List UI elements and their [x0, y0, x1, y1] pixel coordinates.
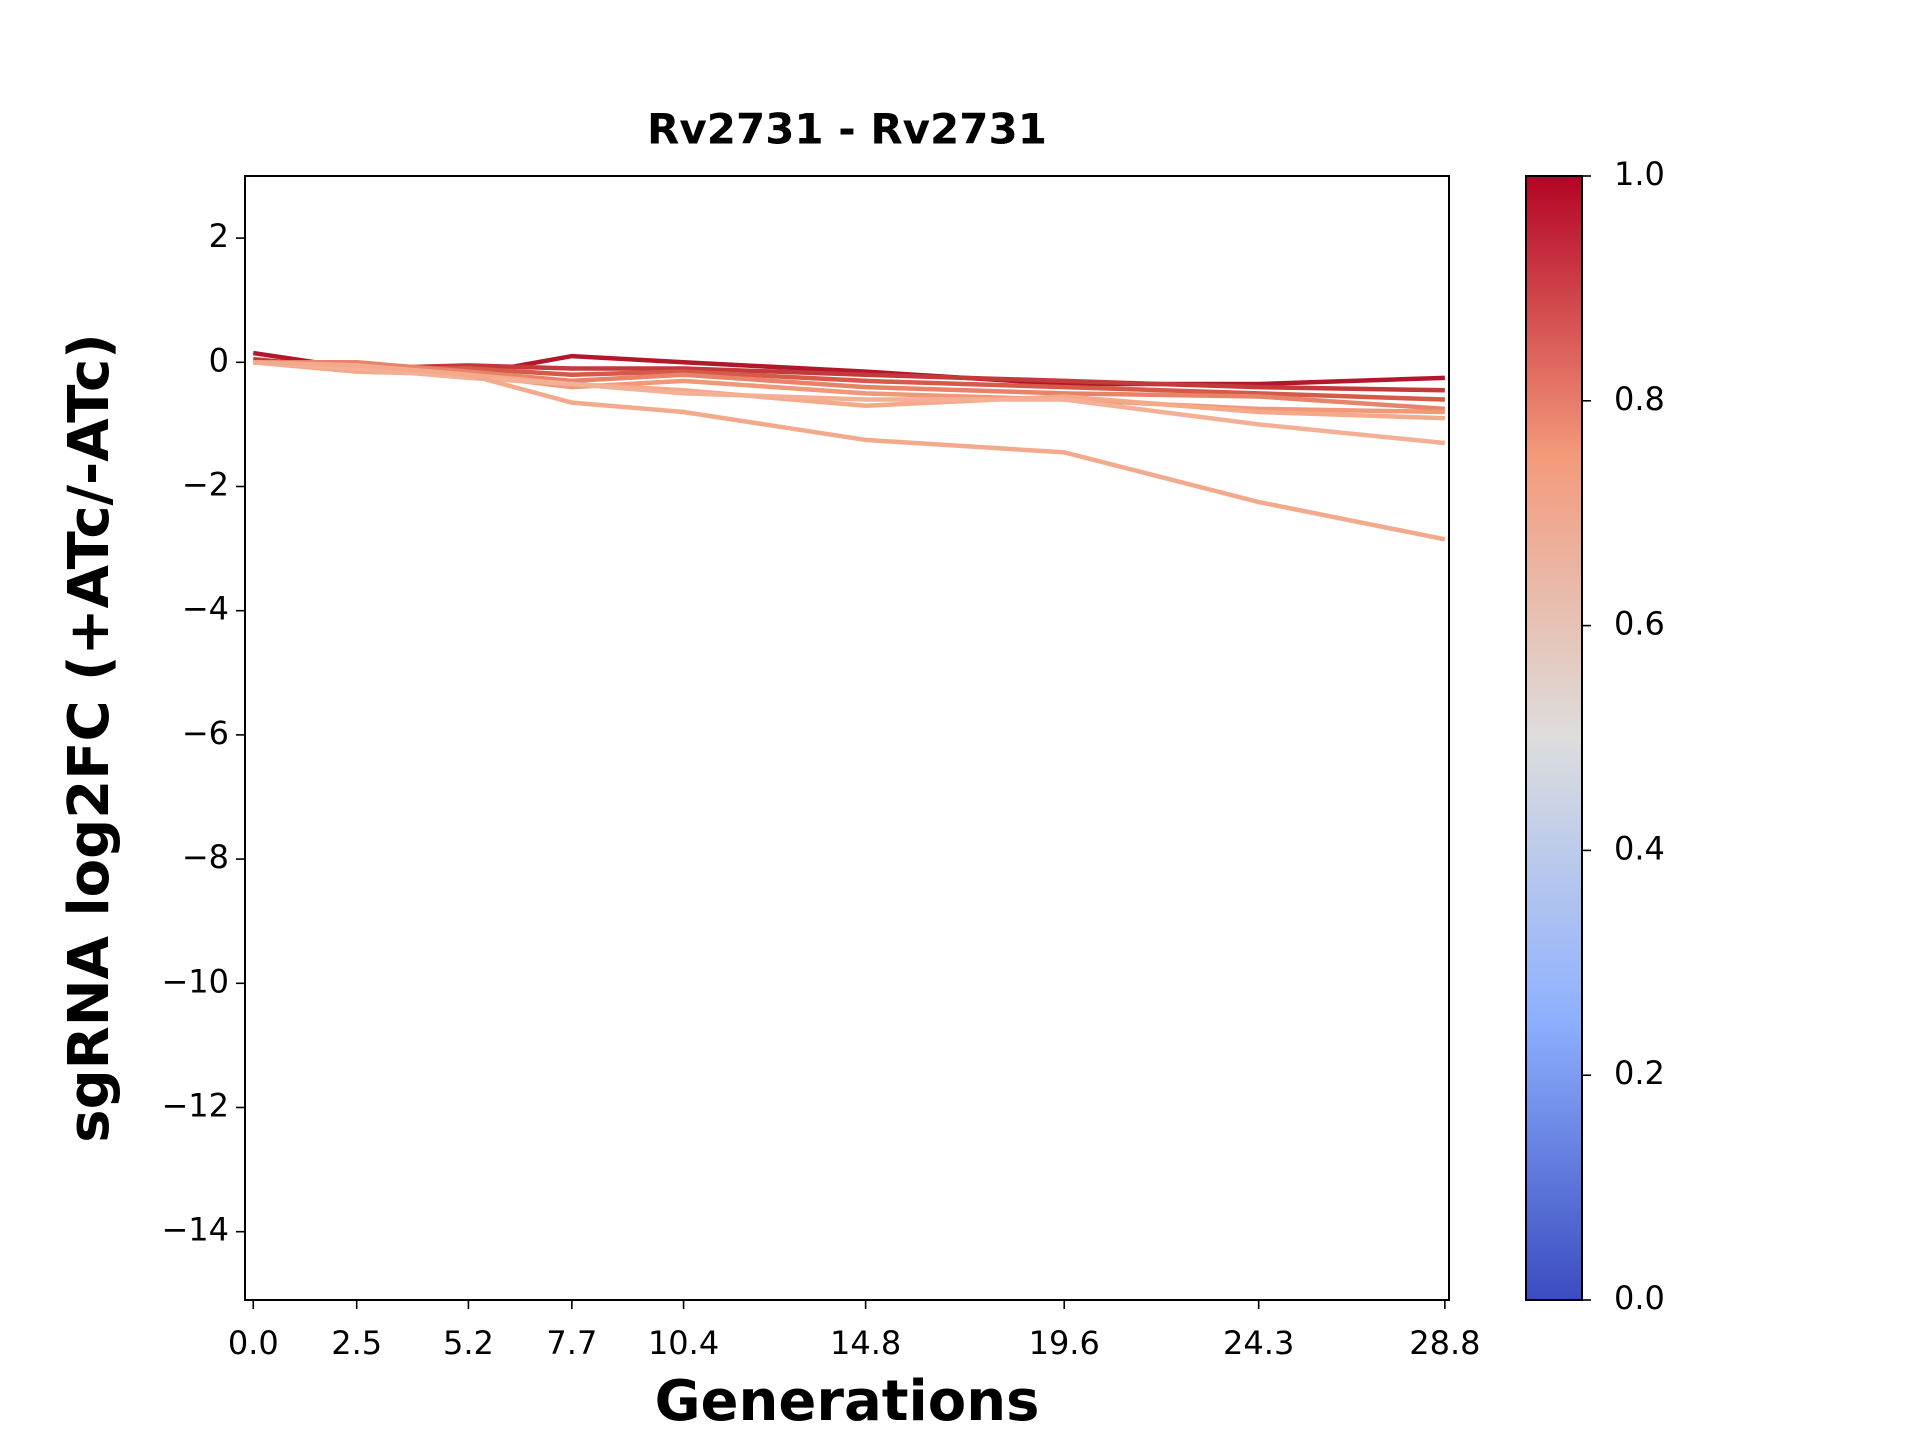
colorbar-tick-label: 0.8	[1614, 380, 1665, 418]
colorbar-tick-label: 0.4	[1614, 829, 1665, 867]
data-line	[253, 360, 1446, 542]
y-tick-label: 0	[209, 341, 229, 379]
plot-frame	[244, 175, 1450, 1301]
colorbar-tick-label: 0.0	[1614, 1279, 1665, 1317]
y-tick-label: −8	[182, 838, 229, 876]
y-tick-label: 2	[209, 217, 229, 255]
x-tick-label: 28.8	[1409, 1324, 1480, 1362]
colorbar	[1525, 175, 1583, 1301]
y-tick-label: −10	[161, 962, 229, 1000]
colorbar-tick-label: 1.0	[1614, 155, 1665, 193]
x-tick-label: 0.0	[228, 1324, 279, 1362]
y-tick-label: −14	[161, 1211, 229, 1249]
x-tick-label: 5.2	[443, 1324, 494, 1362]
x-tick-label: 14.8	[830, 1324, 901, 1362]
x-tick-label: 10.4	[648, 1324, 719, 1362]
x-tick-label: 7.7	[546, 1324, 597, 1362]
x-tick-label: 2.5	[331, 1324, 382, 1362]
x-tick-label: 24.3	[1223, 1324, 1294, 1362]
x-axis-label: Generations	[655, 1369, 1040, 1434]
data-line	[253, 360, 1446, 446]
colorbar-tick-label: 0.6	[1614, 605, 1665, 643]
data-line	[253, 360, 1446, 412]
x-tick-label: 19.6	[1029, 1324, 1100, 1362]
y-tick-label: −6	[182, 714, 229, 752]
y-tick-label: −2	[182, 465, 229, 503]
chart-title: Rv2731 - Rv2731	[647, 105, 1047, 154]
y-tick-label: −12	[161, 1086, 229, 1124]
colorbar-tick-label: 0.2	[1614, 1054, 1665, 1092]
y-axis-label: sgRNA log2FC (+ATc/-ATc)	[57, 333, 122, 1143]
y-tick-label: −4	[182, 590, 229, 628]
